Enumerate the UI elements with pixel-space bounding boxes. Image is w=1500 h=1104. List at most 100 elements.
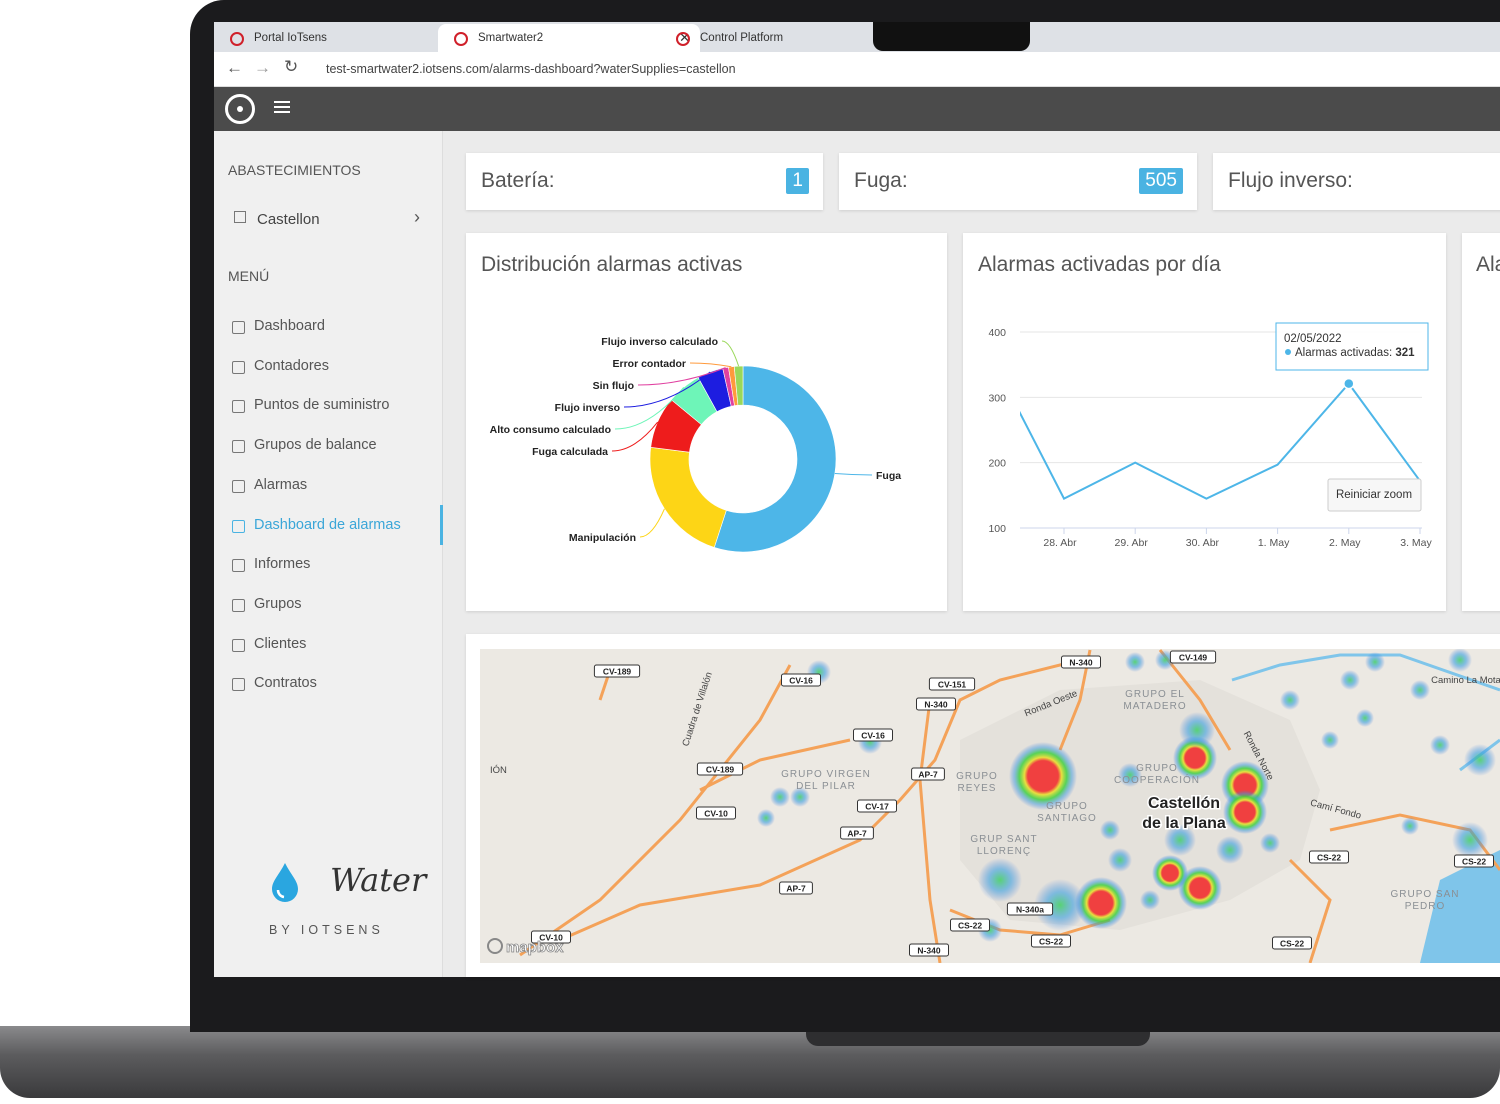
map-place-label: GRUPO VIRGEN bbox=[781, 769, 871, 780]
url[interactable]: test-smartwater2.iotsens.com/alarms-dash… bbox=[326, 62, 736, 76]
road-shield-label: CV-189 bbox=[706, 765, 735, 775]
road-shield bbox=[928, 677, 976, 691]
map-road bbox=[1158, 649, 1232, 751]
x-tick-label: 3. May bbox=[1400, 537, 1432, 549]
road-shield bbox=[779, 881, 813, 895]
supply-chevron[interactable]: › bbox=[414, 207, 420, 227]
menu-item[interactable]: Grupos bbox=[254, 595, 302, 612]
heat-spot bbox=[1009, 742, 1077, 810]
road-shield bbox=[1272, 936, 1312, 950]
leader-line bbox=[637, 367, 726, 386]
map-place-label: GRUPO SAN bbox=[1390, 889, 1459, 900]
brand-by: BY IOTSENS bbox=[269, 923, 384, 937]
tooltip-box bbox=[1275, 322, 1429, 371]
leader-line bbox=[614, 387, 685, 430]
heat-spot bbox=[1179, 712, 1215, 748]
road-shield bbox=[696, 806, 736, 820]
y-tick-label: 100 bbox=[988, 523, 1006, 535]
tab-title: Control Platform bbox=[700, 32, 784, 44]
road-shield bbox=[1061, 655, 1101, 669]
road-shield bbox=[696, 762, 744, 776]
menu-item[interactable]: Dashboard bbox=[254, 318, 325, 334]
forward-button[interactable]: → bbox=[254, 58, 271, 77]
road-shield bbox=[916, 697, 956, 711]
road-shield bbox=[911, 767, 945, 781]
road-shield bbox=[781, 673, 821, 687]
road-shield bbox=[593, 664, 641, 678]
tooltip-dot bbox=[1285, 349, 1291, 355]
road-shield-label: CS-22 bbox=[1280, 939, 1304, 949]
reset-zoom-button[interactable] bbox=[1327, 478, 1422, 512]
slice-label: Flujo inverso calculado bbox=[601, 336, 718, 348]
leader-line bbox=[623, 371, 711, 408]
road-shield-label: N-340 bbox=[1069, 658, 1092, 668]
leader-line bbox=[611, 421, 659, 452]
menu-item[interactable]: Informes bbox=[254, 556, 311, 573]
road-shield bbox=[950, 918, 990, 932]
map-place-label: Camino La Mota bbox=[1431, 675, 1500, 686]
heat-spot bbox=[978, 858, 1022, 902]
slice-label: Flujo inverso bbox=[555, 402, 620, 414]
menu-item[interactable]: Grupos de balance bbox=[254, 437, 377, 454]
map-place-label: GRUPO bbox=[1136, 763, 1178, 774]
road-shield-label: N-340a bbox=[1016, 905, 1044, 915]
road-shield bbox=[531, 930, 571, 944]
map-place-label: SANTIAGO bbox=[1037, 813, 1097, 824]
heat-spot bbox=[1100, 820, 1120, 840]
x-tick-label: 30. Abr bbox=[1186, 537, 1220, 549]
chart-title: Ala bbox=[1476, 253, 1500, 276]
map-city-label: de la Plana bbox=[1142, 815, 1226, 832]
road-shield bbox=[840, 826, 874, 840]
leader-line bbox=[834, 473, 873, 476]
road-shield-label: N-340 bbox=[917, 946, 940, 956]
map-city-label: Castellón bbox=[1148, 795, 1220, 812]
active-indicator bbox=[440, 504, 443, 545]
map-place-label: GRUPO bbox=[956, 771, 998, 782]
heat-spot bbox=[1340, 670, 1360, 690]
tooltip-date: 02/05/2022 bbox=[1284, 333, 1342, 345]
supply-name[interactable]: Castellon bbox=[257, 211, 320, 228]
chart-card: Distribución alarmas activas bbox=[466, 233, 947, 611]
menu-icon bbox=[232, 400, 245, 414]
map-place-label: REYES bbox=[958, 783, 997, 794]
menu-item[interactable]: Contratos bbox=[254, 675, 317, 692]
road-shield-label: CV-16 bbox=[789, 676, 813, 686]
road-shield-label: AP-7 bbox=[847, 829, 867, 839]
menu-item[interactable]: Contadores bbox=[254, 357, 329, 374]
y-tick-label: 200 bbox=[988, 458, 1006, 470]
map-road bbox=[519, 664, 792, 957]
menu-item[interactable]: Puntos de suministro bbox=[254, 397, 390, 414]
menu-item[interactable]: Dashboard de alarmas bbox=[254, 516, 401, 533]
heat-spot bbox=[1173, 736, 1217, 780]
chart-card: Ala bbox=[1462, 233, 1500, 611]
menu-icon bbox=[232, 678, 245, 692]
tab-title: Smartwater2 bbox=[478, 32, 544, 44]
app-logo[interactable] bbox=[225, 94, 255, 124]
tooltip-row: Alarmas activadas: 321 bbox=[1295, 347, 1415, 359]
road-shield-label: AP-7 bbox=[918, 770, 938, 780]
road-shield bbox=[1454, 854, 1494, 868]
tooltip-series: Alarmas activadas bbox=[1295, 347, 1389, 359]
donut-slice bbox=[733, 365, 744, 406]
map-river bbox=[1231, 653, 1500, 692]
road-shield bbox=[853, 728, 893, 742]
map-place-label: GRUP SANT bbox=[970, 834, 1037, 845]
x-tick-label: 2. May bbox=[1329, 537, 1361, 549]
y-tick-label: 400 bbox=[988, 327, 1006, 339]
tooltip-value: 321 bbox=[1395, 347, 1415, 359]
menu-item[interactable]: Alarmas bbox=[254, 476, 308, 493]
heat-spot bbox=[1356, 709, 1374, 727]
road-shield-label: CV-16 bbox=[861, 731, 885, 741]
hover-point bbox=[1343, 377, 1355, 390]
heat-spot bbox=[1401, 817, 1419, 835]
menu-toggle[interactable] bbox=[274, 101, 290, 103]
slice-label: Sin flujo bbox=[593, 380, 634, 392]
heat-spot bbox=[1452, 822, 1488, 858]
donut-slice bbox=[649, 447, 727, 548]
section-title: ABASTECIMIENTOS bbox=[228, 162, 361, 178]
menu-item[interactable]: Clientes bbox=[254, 635, 307, 652]
heat-spot bbox=[1152, 855, 1188, 891]
reload-button[interactable]: ↻ bbox=[284, 57, 299, 76]
heat-spot bbox=[1164, 824, 1196, 856]
back-button[interactable]: ← bbox=[226, 58, 243, 77]
